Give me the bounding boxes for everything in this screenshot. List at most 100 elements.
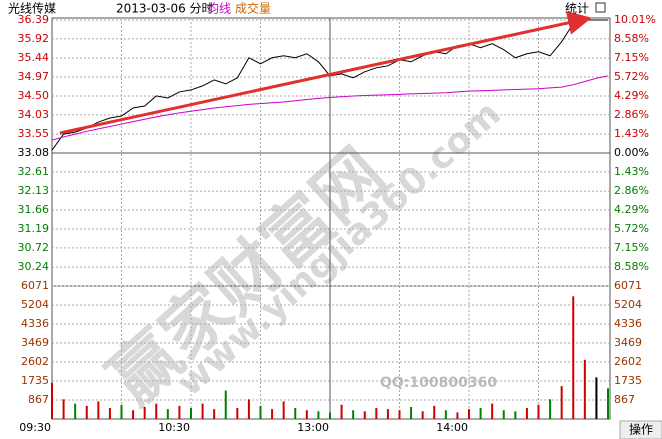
y2-tick-label: 2.86% bbox=[614, 108, 649, 121]
volume-bar bbox=[97, 401, 100, 419]
y-tick-label: 31.19 bbox=[18, 222, 50, 235]
volume-bar bbox=[583, 359, 586, 419]
volume-bar bbox=[166, 409, 169, 419]
volume-bar bbox=[444, 410, 447, 419]
action-button[interactable] bbox=[619, 420, 662, 439]
volume-bar bbox=[247, 399, 250, 419]
volume-bar bbox=[224, 390, 227, 419]
y2-tick-label: 867 bbox=[614, 393, 635, 406]
y-tick-label: 33.08 bbox=[18, 146, 50, 159]
y2-tick-label: 7.15% bbox=[614, 241, 649, 254]
volume-bar bbox=[51, 382, 53, 419]
price-line bbox=[51, 75, 609, 141]
y2-tick-label: 6071 bbox=[614, 279, 642, 292]
y-tick-label: 34.97 bbox=[18, 70, 50, 83]
stock-name: 光线传媒 bbox=[8, 1, 56, 16]
volume-bar bbox=[201, 403, 204, 419]
volume-bar bbox=[317, 411, 320, 419]
volume-bar bbox=[549, 399, 552, 419]
action-label[interactable]: 操作 bbox=[629, 422, 653, 437]
trend-arrow bbox=[59, 11, 592, 135]
x-tick-label: 14:00 bbox=[436, 421, 468, 434]
x-tick-label: 10:30 bbox=[158, 421, 190, 434]
y-tick-label: 35.92 bbox=[18, 32, 50, 45]
volume-bar bbox=[108, 408, 111, 419]
x-tick-label: 13:00 bbox=[297, 421, 329, 434]
volume-bar bbox=[560, 386, 563, 419]
volume-bar bbox=[120, 404, 123, 419]
legend-avg: 均线 bbox=[207, 2, 231, 16]
y-tick-label: 34.50 bbox=[18, 89, 50, 102]
volume-bar bbox=[155, 403, 158, 419]
y-tick-label: 30.72 bbox=[18, 241, 50, 254]
y2-tick-label: 2.86% bbox=[614, 184, 649, 197]
volume-bar bbox=[352, 410, 355, 419]
volume-bar bbox=[329, 412, 331, 419]
y-tick-label: 4336 bbox=[21, 317, 49, 330]
volume-bar bbox=[479, 408, 482, 419]
volume-bar bbox=[85, 405, 88, 419]
y2-tick-label: 1.43% bbox=[614, 165, 649, 178]
volume-bar bbox=[410, 406, 413, 419]
volume-bar bbox=[143, 406, 146, 419]
y-tick-label: 30.24 bbox=[18, 260, 50, 273]
volume-bar bbox=[502, 410, 505, 419]
y2-tick-label: 10.01% bbox=[614, 13, 656, 26]
y-tick-label: 1735 bbox=[21, 374, 49, 387]
volume-bar bbox=[421, 411, 424, 419]
y2-tick-label: 1735 bbox=[614, 374, 642, 387]
stats-button[interactable]: 统计 bbox=[565, 2, 589, 16]
y-tick-label: 867 bbox=[28, 393, 49, 406]
volume-bar bbox=[363, 411, 366, 419]
y-tick-label: 3469 bbox=[21, 336, 49, 349]
y-tick-label: 34.03 bbox=[18, 108, 50, 121]
x-tick-label: 09:30 bbox=[19, 421, 51, 434]
y2-tick-label: 5204 bbox=[614, 298, 642, 311]
volume-bar bbox=[398, 410, 401, 419]
volume-bar bbox=[178, 405, 181, 419]
y2-tick-label: 3469 bbox=[614, 336, 642, 349]
volume-bar bbox=[294, 408, 297, 419]
y2-tick-label: 4.29% bbox=[614, 203, 649, 216]
volume-bar bbox=[271, 409, 274, 419]
volume-bar bbox=[282, 401, 285, 419]
y2-tick-label: 4.29% bbox=[614, 89, 649, 102]
volume-bar bbox=[62, 399, 65, 419]
volume-bar bbox=[468, 409, 470, 419]
volume-bar bbox=[305, 410, 308, 419]
volume-bar bbox=[386, 409, 389, 419]
y2-tick-label: 8.58% bbox=[614, 32, 649, 45]
y2-tick-label: 0.00% bbox=[614, 146, 649, 159]
y-tick-label: 33.55 bbox=[18, 127, 50, 140]
volume-bar bbox=[514, 411, 517, 419]
volume-bar bbox=[340, 404, 343, 419]
legend-volume: 成交量 bbox=[235, 1, 271, 16]
volume-bar bbox=[213, 409, 216, 419]
volume-bar bbox=[491, 403, 494, 419]
window-icon[interactable] bbox=[595, 2, 606, 13]
y2-tick-label: 2602 bbox=[614, 355, 642, 368]
y-tick-label: 5204 bbox=[21, 298, 49, 311]
volume-bar bbox=[607, 388, 609, 419]
y-tick-label: 36.39 bbox=[18, 13, 50, 26]
volume-bar bbox=[572, 296, 575, 419]
y-tick-label: 35.44 bbox=[18, 51, 50, 64]
y2-tick-label: 8.58% bbox=[614, 260, 649, 273]
y2-tick-label: 7.15% bbox=[614, 51, 649, 64]
y2-tick-label: 1.43% bbox=[614, 127, 649, 140]
volume-bar bbox=[525, 408, 528, 419]
volume-bar bbox=[190, 408, 192, 419]
volume-bar bbox=[537, 404, 540, 419]
y-tick-label: 32.61 bbox=[18, 165, 50, 178]
y2-tick-label: 5.72% bbox=[614, 70, 649, 83]
volume-bar bbox=[375, 408, 378, 419]
volume-bar bbox=[456, 412, 459, 419]
date: 2013-03-06 分时 bbox=[116, 2, 214, 16]
volume-bar bbox=[132, 410, 135, 419]
y-tick-label: 6071 bbox=[21, 279, 49, 292]
y2-tick-label: 5.72% bbox=[614, 222, 649, 235]
y2-tick-label: 4336 bbox=[614, 317, 642, 330]
watermark-qq: QQ:100800360 bbox=[380, 375, 497, 391]
